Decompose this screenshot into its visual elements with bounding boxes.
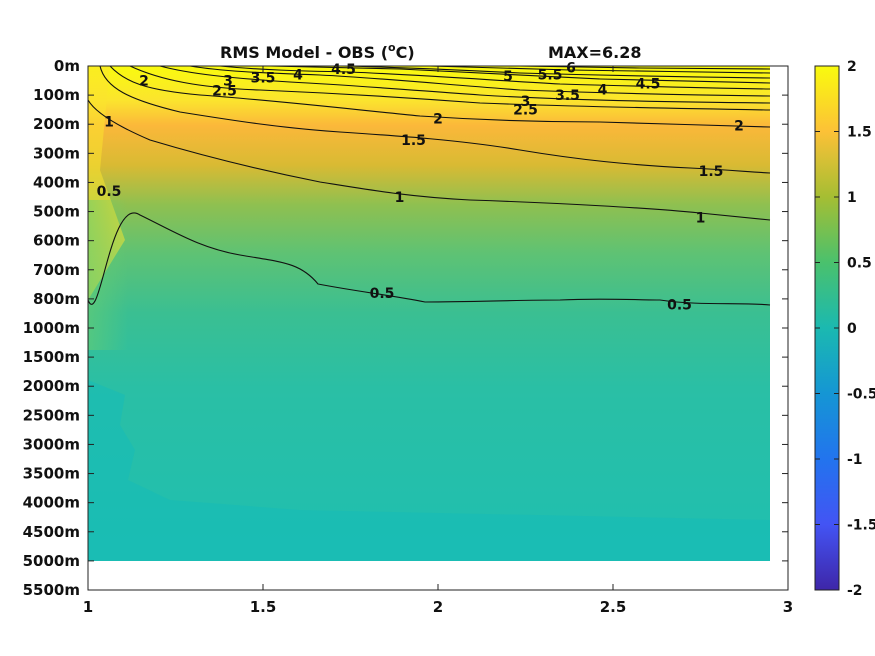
colorbar-tick-label: -1 bbox=[847, 452, 863, 468]
contour-label: 1.5 bbox=[699, 164, 724, 180]
contour-label: 4 bbox=[293, 68, 303, 84]
contour-label: 6 bbox=[566, 60, 576, 76]
chart-title: RMS Model - OBS (oC) MAX=6.28 bbox=[220, 41, 642, 62]
contour-label: 2 bbox=[139, 74, 149, 90]
contour-label: 4.5 bbox=[636, 76, 661, 92]
contour-line-5 bbox=[339, 65, 771, 79]
contour-label: 3 bbox=[521, 94, 531, 110]
colorbar-tick-label: 2 bbox=[847, 59, 857, 75]
colorbar-tick-label: -0.5 bbox=[847, 387, 875, 403]
y-tick-label: 5000m bbox=[23, 552, 80, 570]
x-axis: 1 1.5 2 2.5 3 bbox=[83, 66, 793, 616]
contour-label: 1 bbox=[104, 114, 114, 130]
colorbar-tick-label: -1.5 bbox=[847, 518, 875, 534]
y-tick-label: 3500m bbox=[23, 465, 80, 483]
contour-line-3 bbox=[159, 65, 771, 104]
x-tick-label: 1 bbox=[83, 598, 93, 616]
y-tick-label: 2500m bbox=[23, 406, 80, 424]
title-left: RMS Model - OBS (oC) bbox=[220, 41, 415, 62]
contour-label: 0.5 bbox=[370, 286, 395, 302]
title-unit: C) bbox=[396, 43, 415, 62]
left-edge-shade bbox=[88, 200, 128, 350]
y-tick-label: 700m bbox=[33, 261, 80, 279]
contour-label: 3.5 bbox=[555, 88, 580, 104]
contour-lines bbox=[87, 65, 771, 306]
colorbar-tick-label: 1 bbox=[847, 190, 857, 206]
colorbar: 2 1.5 1 0.5 0 -0.5 -1 -1.5 -2 bbox=[814, 59, 875, 599]
y-tick-label: 4000m bbox=[23, 494, 80, 512]
y-tick-label: 400m bbox=[33, 173, 80, 191]
contour-line-0.5 bbox=[87, 212, 771, 306]
contour-line-6 bbox=[519, 65, 771, 70]
y-tick-label: 200m bbox=[33, 115, 80, 133]
contour-line-4.5 bbox=[269, 65, 771, 84]
y-tick-label: 2000m bbox=[23, 377, 80, 395]
contour-line-2.5 bbox=[129, 65, 771, 111]
title-max: MAX=6.28 bbox=[548, 43, 642, 62]
contour-label: 4 bbox=[598, 82, 608, 98]
y-tick-label: 600m bbox=[33, 232, 80, 250]
contour-label: 5 bbox=[503, 69, 513, 85]
y-tick-label: 3000m bbox=[23, 435, 80, 453]
contour-label: 5.5 bbox=[538, 68, 563, 84]
contour-label: 2 bbox=[433, 111, 443, 127]
x-tick-label: 1.5 bbox=[250, 598, 277, 616]
y-tick-label: 100m bbox=[33, 86, 80, 104]
colorbar-tick-label: 1.5 bbox=[847, 125, 872, 141]
contour-line-4 bbox=[219, 65, 771, 90]
contour-label: 4.5 bbox=[331, 62, 356, 78]
x-tick-label: 3 bbox=[783, 598, 793, 616]
x-tick-label: 2 bbox=[433, 598, 443, 616]
contour-label: 2.5 bbox=[513, 103, 538, 119]
y-tick-label: 4500m bbox=[23, 523, 80, 541]
y-tick-label: 800m bbox=[33, 290, 80, 308]
x-tick-label: 2.5 bbox=[600, 598, 627, 616]
contour-label: 1 bbox=[696, 210, 706, 226]
contour-line-1 bbox=[87, 99, 771, 221]
contour-label: 0.5 bbox=[667, 298, 692, 314]
contour-label: 0.5 bbox=[97, 184, 122, 200]
contour-line-5.5 bbox=[429, 65, 771, 74]
deep-water-patch bbox=[88, 380, 770, 561]
y-axis: 0m 100m 200m 300m 400m 500m 600m 700m 800m 1000m 1… bbox=[23, 57, 788, 599]
contour-label: 1.5 bbox=[401, 133, 426, 149]
colorbar-tick-label: 0.5 bbox=[847, 256, 872, 272]
plot-area bbox=[88, 66, 788, 590]
colorbar-tick-label: -2 bbox=[847, 583, 863, 599]
contour-labels: 2 3 3.5 4 4.5 2.5 5 5.5 6 3 3.5 4 4.5 2.5 2 2 1 1.5 1.5 1 1 0… bbox=[97, 60, 744, 313]
y-tick-label: 1500m bbox=[23, 348, 80, 366]
contour-label: 3.5 bbox=[251, 71, 276, 87]
data-field bbox=[88, 66, 770, 561]
y-tick-label: 500m bbox=[33, 203, 80, 221]
y-tick-label: 1000m bbox=[23, 319, 80, 337]
contour-label: 3 bbox=[223, 74, 233, 90]
contour-label: 1 bbox=[395, 190, 405, 206]
y-tick-label: 5500m bbox=[23, 581, 80, 599]
y-tick-label: 300m bbox=[33, 144, 80, 162]
contour-label: 2 bbox=[734, 119, 744, 135]
colorbar-tick-label: 0 bbox=[847, 321, 857, 337]
title-degree-superscript: o bbox=[388, 41, 396, 54]
contour-line-2 bbox=[109, 65, 771, 128]
contour-line-1.5 bbox=[99, 65, 771, 174]
y-tick-label: 0m bbox=[54, 57, 80, 75]
contour-line-3.5 bbox=[189, 65, 771, 97]
contour-label: 2.5 bbox=[212, 84, 237, 100]
colorbar-ticks: 2 1.5 1 0.5 0 -0.5 -1 -1.5 -2 bbox=[815, 59, 875, 599]
